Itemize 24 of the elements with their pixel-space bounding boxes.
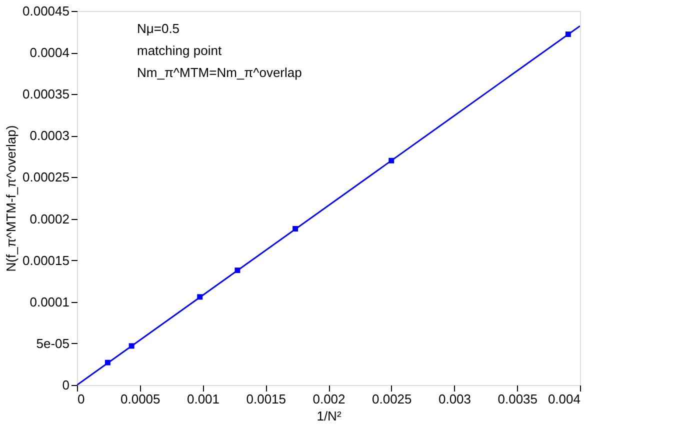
x-tick-label: 0.004 <box>548 392 580 406</box>
x-axis-title: 1/N² <box>316 408 342 424</box>
x-tick-label: 0.001 <box>186 392 220 406</box>
y-tick-label: 0.0001 <box>30 294 70 310</box>
annotation: Nμ=0.5 <box>137 21 180 36</box>
annotation: matching point <box>137 43 222 58</box>
x-tick-label: 0.0005 <box>120 392 160 406</box>
y-axis-title: N(f_π^MTM-f_π^overlap) <box>4 125 19 272</box>
x-tick-label: 0.003 <box>438 392 472 406</box>
x-tick-label: 0.0035 <box>498 392 538 406</box>
y-tick-label: 0.0003 <box>30 128 70 144</box>
x-tick-label: 0.0015 <box>246 392 286 406</box>
x-tick-label: 0.0025 <box>372 392 412 406</box>
y-tick-label: 0 <box>62 378 70 392</box>
y-tick-label: 0.00035 <box>22 86 70 102</box>
y-tick-label: 0.00045 <box>22 4 70 18</box>
y-tick-label: 0.00015 <box>22 252 70 268</box>
y-tick-label: 5e-05 <box>36 336 70 351</box>
x-tick-label: 0 <box>78 392 85 406</box>
y-tick-label: 0.0004 <box>30 45 70 60</box>
x-tick-label: 0.002 <box>312 392 346 406</box>
annotation: Nm_π^MTM=Nm_π^overlap <box>137 65 302 80</box>
y-tick-label: 0.00025 <box>22 170 70 185</box>
y-tick-label: 0.0002 <box>30 211 70 226</box>
